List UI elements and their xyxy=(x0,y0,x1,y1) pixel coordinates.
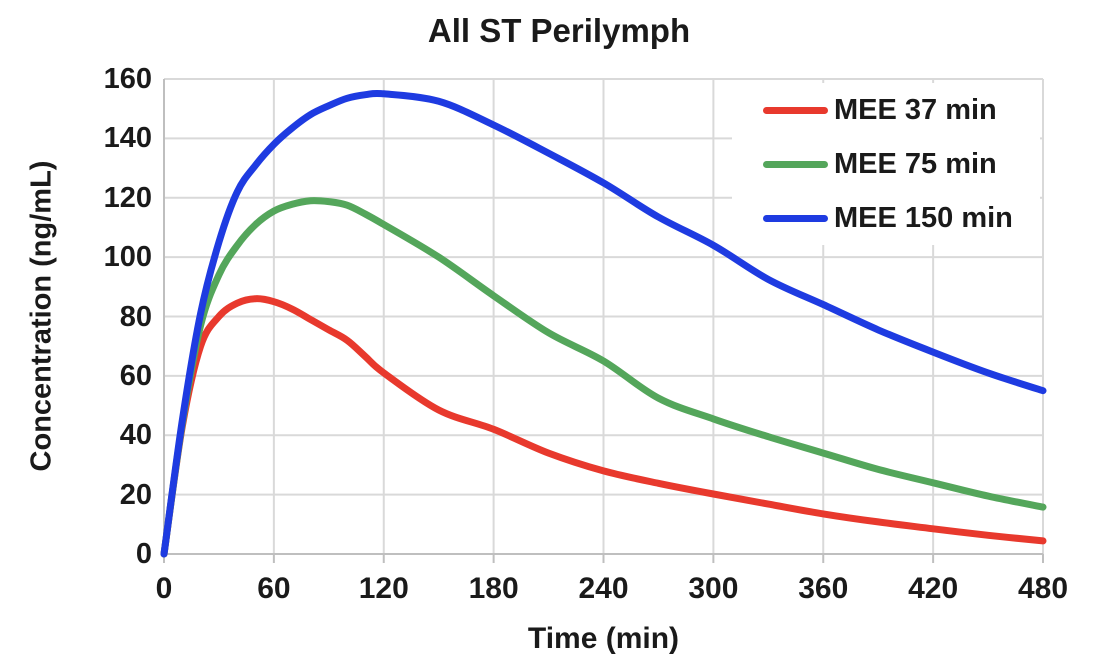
legend-item: MEE 150 min xyxy=(732,202,1040,235)
y-tick-label: 20 xyxy=(119,478,152,511)
chart-title: All ST Perilymph xyxy=(427,12,691,49)
legend-swatch-red-line xyxy=(763,106,828,114)
x-tick-label: 0 xyxy=(155,572,173,605)
y-tick-label: 40 xyxy=(119,419,152,452)
legend: MEE 37 min MEE 75 min MEE 150 min xyxy=(732,83,1040,245)
x-tick-label: 240 xyxy=(578,572,629,605)
legend-label: MEE 150 min xyxy=(834,201,1013,234)
y-tick-label: 60 xyxy=(119,359,152,392)
x-tick-label: 60 xyxy=(257,572,291,605)
legend-label: MEE 75 min xyxy=(834,147,997,180)
x-tick-label: 300 xyxy=(688,572,739,605)
y-tick-label: 80 xyxy=(119,300,152,333)
y-tick-label: 140 xyxy=(103,122,152,155)
series-line-mee-150-min xyxy=(160,89,1047,558)
x-tick-label: 360 xyxy=(798,572,849,605)
y-tick-label: 100 xyxy=(103,241,152,274)
x-axis-title: Time (min) xyxy=(527,622,680,655)
x-tick-label: 120 xyxy=(358,572,409,605)
legend-label: MEE 37 min xyxy=(834,93,997,126)
y-tick-label: 0 xyxy=(135,538,152,570)
legend-swatch-blue-line xyxy=(763,214,828,222)
legend-swatch-green-line xyxy=(763,160,828,168)
y-tick-label: 160 xyxy=(103,63,152,95)
legend-item: MEE 75 min xyxy=(732,148,1040,181)
x-tick-label: 420 xyxy=(908,572,959,605)
x-tick-label: 180 xyxy=(468,572,519,605)
series-line-mee-75-min xyxy=(160,197,1047,558)
y-tick-label: 120 xyxy=(103,181,152,214)
legend-item: MEE 37 min xyxy=(732,94,1040,127)
x-tick-label: 480 xyxy=(1017,572,1069,605)
series-line-mee-37-min xyxy=(160,295,1047,558)
